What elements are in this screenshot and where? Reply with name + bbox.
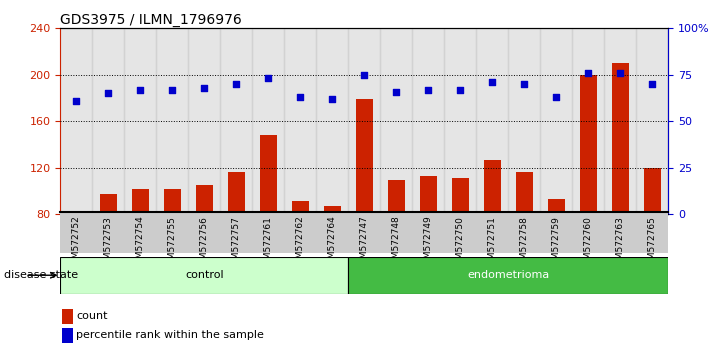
Point xyxy=(422,87,434,92)
Bar xyxy=(124,28,156,214)
Text: GSM572749: GSM572749 xyxy=(424,216,433,270)
Bar xyxy=(260,135,277,214)
Bar xyxy=(220,28,252,214)
Bar xyxy=(636,28,668,214)
Bar xyxy=(380,28,412,214)
Bar xyxy=(419,176,437,214)
Point xyxy=(391,88,402,94)
Bar xyxy=(292,201,309,214)
Bar xyxy=(196,185,213,214)
Text: GSM572757: GSM572757 xyxy=(232,216,241,270)
Bar xyxy=(63,328,73,343)
Bar xyxy=(356,99,373,214)
Bar xyxy=(515,172,533,214)
Text: disease state: disease state xyxy=(4,270,77,280)
Text: GSM572747: GSM572747 xyxy=(360,216,369,270)
Text: GSM572754: GSM572754 xyxy=(136,216,145,270)
Text: GDS3975 / ILMN_1796976: GDS3975 / ILMN_1796976 xyxy=(60,13,242,27)
Text: control: control xyxy=(185,270,224,280)
Bar xyxy=(540,28,572,214)
Point xyxy=(135,87,146,92)
Text: GSM572748: GSM572748 xyxy=(392,216,401,270)
Point xyxy=(647,81,658,87)
Point xyxy=(486,79,498,85)
Text: GSM572758: GSM572758 xyxy=(520,216,529,270)
Bar xyxy=(63,309,73,324)
Bar xyxy=(60,28,92,214)
Text: GSM572753: GSM572753 xyxy=(104,216,113,270)
Bar xyxy=(132,189,149,214)
Text: GSM572759: GSM572759 xyxy=(552,216,561,270)
Point xyxy=(326,96,338,102)
Text: endometrioma: endometrioma xyxy=(467,270,550,280)
Bar xyxy=(348,257,668,294)
Point xyxy=(518,81,530,87)
Point xyxy=(614,70,626,76)
Point xyxy=(230,81,242,87)
Bar xyxy=(604,28,636,214)
Point xyxy=(198,85,210,91)
Text: GSM572762: GSM572762 xyxy=(296,216,305,270)
Text: GSM572764: GSM572764 xyxy=(328,216,337,270)
Text: GSM572751: GSM572751 xyxy=(488,216,497,270)
Bar xyxy=(643,168,661,214)
Bar xyxy=(547,199,565,214)
Bar xyxy=(451,178,469,214)
Bar xyxy=(68,212,85,214)
Bar xyxy=(188,28,220,214)
Bar xyxy=(579,75,597,214)
Text: count: count xyxy=(77,311,108,321)
Point xyxy=(358,72,370,78)
Bar xyxy=(508,28,540,214)
Bar xyxy=(611,63,629,214)
Point xyxy=(455,87,466,92)
Bar xyxy=(572,28,604,214)
Text: GSM572750: GSM572750 xyxy=(456,216,465,270)
Point xyxy=(166,87,178,92)
Bar xyxy=(156,28,188,214)
Bar xyxy=(164,189,181,214)
Point xyxy=(103,91,114,96)
Text: GSM572765: GSM572765 xyxy=(648,216,657,270)
Bar xyxy=(316,28,348,214)
Bar xyxy=(483,160,501,214)
Bar xyxy=(444,28,476,214)
Bar xyxy=(412,28,444,214)
Bar xyxy=(252,28,284,214)
Point xyxy=(262,76,274,81)
Point xyxy=(550,94,562,100)
Bar xyxy=(92,28,124,214)
Text: GSM572756: GSM572756 xyxy=(200,216,209,270)
Bar xyxy=(60,257,348,294)
Point xyxy=(583,70,594,76)
Point xyxy=(294,94,306,100)
Bar xyxy=(324,206,341,214)
Text: GSM572760: GSM572760 xyxy=(584,216,593,270)
Text: GSM572752: GSM572752 xyxy=(72,216,81,270)
Bar xyxy=(284,28,316,214)
Bar xyxy=(100,194,117,214)
Bar xyxy=(348,28,380,214)
Text: GSM572755: GSM572755 xyxy=(168,216,177,270)
Bar xyxy=(476,28,508,214)
Text: GSM572761: GSM572761 xyxy=(264,216,273,270)
Text: GSM572763: GSM572763 xyxy=(616,216,625,270)
Point xyxy=(71,98,82,104)
Text: percentile rank within the sample: percentile rank within the sample xyxy=(77,330,264,340)
Bar xyxy=(387,181,405,214)
Bar xyxy=(228,172,245,214)
